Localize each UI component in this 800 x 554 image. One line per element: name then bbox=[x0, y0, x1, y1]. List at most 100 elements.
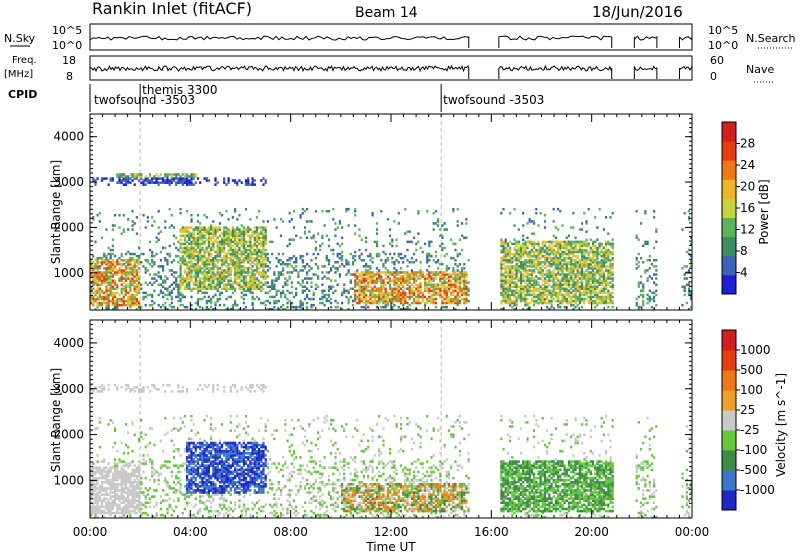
heatmap-cell bbox=[260, 240, 263, 244]
heatmap-cell bbox=[249, 252, 252, 256]
heatmap-cell bbox=[242, 261, 245, 264]
heatmap-cell bbox=[509, 283, 512, 286]
heatmap-cell bbox=[550, 303, 553, 307]
heatmap-cell bbox=[249, 250, 252, 254]
heatmap-cell bbox=[196, 246, 200, 250]
heatmap-cell bbox=[432, 273, 435, 276]
heatmap-cell bbox=[591, 242, 595, 246]
heatmap-cell bbox=[452, 271, 455, 274]
heatmap-cell bbox=[561, 252, 564, 256]
heatmap-cell bbox=[375, 252, 379, 256]
heatmap-cell bbox=[419, 291, 422, 295]
heatmap-cell bbox=[297, 281, 300, 284]
heatmap-cell bbox=[334, 234, 337, 237]
heatmap-cell bbox=[244, 281, 248, 284]
heatmap-cell bbox=[279, 273, 283, 276]
heatmap-cell bbox=[131, 281, 134, 284]
heatmap-cell bbox=[264, 242, 267, 246]
heatmap-cell bbox=[105, 254, 108, 258]
heatmap-cell bbox=[428, 244, 431, 248]
heatmap-cell bbox=[519, 252, 523, 256]
heatmap-cell bbox=[587, 289, 590, 293]
heatmap-cell bbox=[334, 228, 337, 231]
heatmap-cell bbox=[124, 303, 128, 307]
heatmap-cell bbox=[585, 287, 588, 290]
heatmap-cell bbox=[227, 177, 230, 180]
heatmap-cell bbox=[578, 271, 581, 274]
heatmap-cell bbox=[247, 281, 250, 284]
heatmap-cell bbox=[220, 271, 224, 274]
heatmap-cell bbox=[124, 265, 128, 268]
heatmap-cell bbox=[201, 287, 204, 290]
heatmap-cell bbox=[395, 281, 398, 284]
heatmap-cell bbox=[413, 281, 416, 284]
heatmap-cell bbox=[299, 214, 302, 217]
heatmap-cell bbox=[203, 242, 206, 246]
heatmap-cell bbox=[530, 299, 533, 303]
heatmap-cell bbox=[103, 267, 106, 270]
heatmap-cell bbox=[164, 175, 167, 178]
heatmap-cell bbox=[124, 283, 128, 286]
heatmap-cell bbox=[576, 289, 579, 293]
heatmap-cell bbox=[399, 271, 403, 274]
heatmap-cell bbox=[395, 271, 398, 274]
heatmap-cell bbox=[395, 279, 398, 282]
heatmap-cell bbox=[164, 256, 167, 260]
heatmap-cell bbox=[572, 299, 575, 303]
heatmap-cell bbox=[690, 297, 693, 301]
heatmap-cell bbox=[565, 283, 568, 286]
heatmap-cell bbox=[384, 261, 387, 264]
heatmap-cell bbox=[138, 277, 141, 280]
heatmap-cell bbox=[382, 250, 385, 254]
heatmap-cell bbox=[255, 263, 259, 266]
heatmap-cell bbox=[589, 250, 592, 254]
heatmap-cell bbox=[452, 242, 455, 246]
heatmap-cell bbox=[225, 232, 228, 235]
heatmap-cell bbox=[447, 289, 451, 293]
heatmap-cell bbox=[607, 297, 610, 301]
heatmap-cell bbox=[543, 220, 547, 223]
heatmap-cell bbox=[188, 256, 191, 260]
heatmap-cell bbox=[445, 301, 448, 305]
heatmap-cell bbox=[92, 301, 95, 305]
heatmap-cell bbox=[109, 271, 112, 274]
heatmap-cell bbox=[539, 295, 542, 299]
heatmap-cell bbox=[426, 277, 429, 280]
heatmap-cell bbox=[563, 305, 566, 309]
heatmap-cell bbox=[502, 263, 505, 266]
heatmap-cell bbox=[611, 291, 614, 295]
heatmap-cell bbox=[242, 236, 245, 239]
heatmap-cell bbox=[177, 291, 180, 295]
heatmap-cell bbox=[227, 179, 230, 182]
heatmap-cell bbox=[570, 259, 573, 262]
heatmap-cell bbox=[426, 281, 429, 284]
heatmap-cell bbox=[188, 254, 191, 258]
heatmap-cell bbox=[365, 289, 368, 293]
heatmap-cell bbox=[500, 275, 503, 278]
heatmap-cell bbox=[157, 226, 160, 229]
heatmap-cell bbox=[153, 289, 156, 293]
heatmap-cell bbox=[190, 232, 193, 235]
heatmap-cell bbox=[517, 271, 520, 274]
heatmap-cell bbox=[683, 287, 686, 290]
heatmap-cell bbox=[386, 293, 389, 297]
heatmap-cell bbox=[380, 259, 383, 262]
cpid-entry: twofsound -3503 bbox=[443, 93, 544, 107]
date-title: 18/Jun/2016 bbox=[592, 3, 683, 21]
heatmap-cell bbox=[530, 277, 533, 280]
heatmap-cell bbox=[188, 252, 191, 256]
heatmap-cell bbox=[227, 228, 230, 231]
heatmap-cell bbox=[203, 236, 206, 239]
heatmap-cell bbox=[594, 277, 597, 280]
heatmap-cell bbox=[410, 271, 413, 274]
heatmap-cell bbox=[205, 232, 208, 235]
heatmap-cell bbox=[543, 287, 547, 290]
heatmap-cell bbox=[369, 275, 372, 278]
heatmap-cell bbox=[653, 216, 656, 219]
heatmap-cell bbox=[526, 244, 529, 248]
heatmap-cell bbox=[310, 220, 313, 223]
heatmap-cell bbox=[210, 271, 213, 274]
heatmap-cell bbox=[107, 297, 110, 301]
heatmap-cell bbox=[642, 283, 645, 286]
heatmap-cell bbox=[188, 236, 191, 239]
